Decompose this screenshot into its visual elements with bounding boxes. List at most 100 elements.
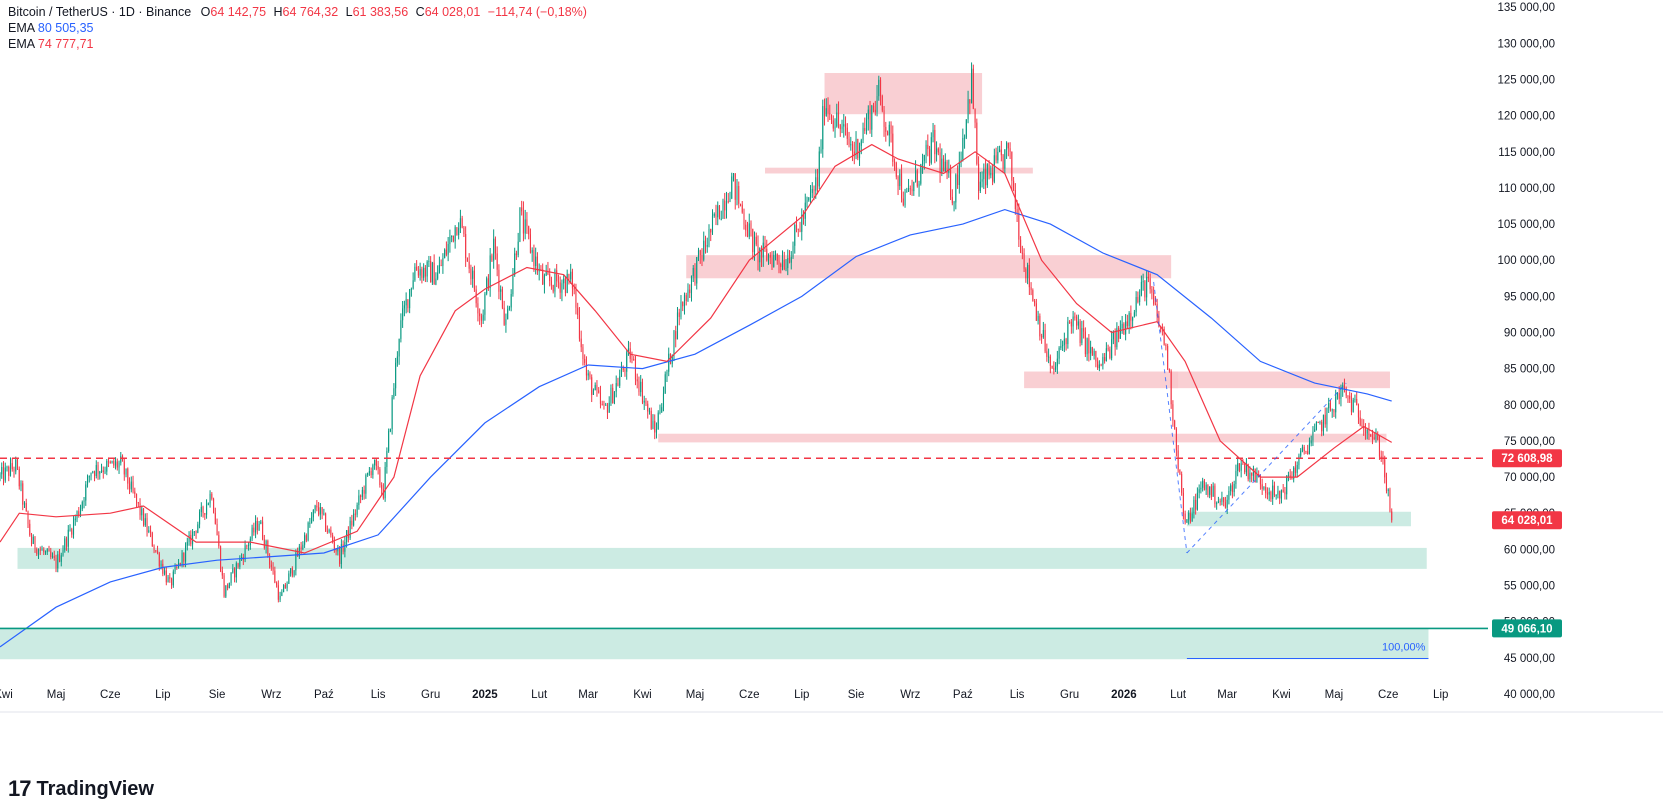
candle-body bbox=[148, 530, 150, 532]
candle-body bbox=[990, 172, 992, 176]
time-tick-label: Wrz bbox=[261, 689, 281, 701]
candle-body bbox=[745, 224, 747, 231]
candle-body bbox=[27, 511, 29, 524]
candle-body bbox=[1072, 316, 1074, 327]
ema-slow-row[interactable]: EMA 80 505,35 bbox=[8, 20, 587, 36]
candle-body bbox=[592, 390, 594, 395]
price-tick-label: 45 000,00 bbox=[1504, 653, 1555, 665]
time-axis[interactable]: Kwi Maj Cze Lip Sie Wrz Paź Lis Gru 2025 Lut Mar Kwi… bbox=[0, 689, 1663, 713]
candle-body bbox=[708, 229, 710, 246]
candle-body bbox=[718, 205, 721, 219]
candle-body bbox=[479, 313, 481, 317]
candle-body bbox=[1028, 264, 1030, 288]
candle-body bbox=[1161, 326, 1163, 330]
ema-slow-line bbox=[0, 208, 1392, 648]
candle-body bbox=[78, 511, 80, 515]
candle-body bbox=[165, 570, 167, 583]
candle-body bbox=[848, 138, 850, 145]
candle-body bbox=[843, 124, 845, 127]
candle-body bbox=[83, 500, 85, 503]
candle-body bbox=[871, 105, 873, 130]
candle-body bbox=[1156, 303, 1158, 317]
candle-body bbox=[1046, 351, 1048, 357]
candle-body bbox=[1020, 239, 1022, 253]
candle-body bbox=[64, 538, 66, 551]
candle-body bbox=[1189, 512, 1191, 522]
candle-body bbox=[120, 456, 122, 463]
candle-body bbox=[988, 164, 990, 176]
candle-body bbox=[563, 278, 565, 284]
candle-body bbox=[174, 566, 176, 572]
candle-body bbox=[0, 474, 1, 478]
candle-body bbox=[55, 557, 57, 569]
candle-body bbox=[713, 213, 715, 216]
candle-body bbox=[1163, 329, 1165, 345]
candles-layer bbox=[0, 62, 1393, 603]
candle-body bbox=[901, 173, 903, 199]
candle-body bbox=[589, 373, 591, 378]
candle-body bbox=[1378, 439, 1381, 457]
candle-body bbox=[1128, 313, 1130, 326]
tradingview-brand[interactable]: 17 TradingView bbox=[8, 776, 154, 802]
candle-body bbox=[69, 529, 71, 531]
candle-body bbox=[1261, 484, 1263, 489]
candle-body bbox=[326, 530, 328, 532]
candle-body bbox=[433, 262, 435, 285]
candle-body bbox=[575, 289, 577, 308]
candle-body bbox=[325, 513, 327, 531]
candle-body bbox=[1242, 463, 1244, 465]
candle-body bbox=[610, 387, 612, 403]
candle-body bbox=[185, 545, 187, 562]
candle-body bbox=[1188, 512, 1190, 520]
candle-body bbox=[715, 213, 717, 218]
price-tick-label: 110 000,00 bbox=[1498, 183, 1555, 195]
close-label: C bbox=[415, 5, 425, 19]
candle-body bbox=[809, 192, 812, 198]
candle-body bbox=[470, 268, 472, 279]
candle-body bbox=[395, 362, 397, 389]
resistance-zone bbox=[765, 167, 1033, 174]
candle-body bbox=[466, 258, 468, 262]
candle-body bbox=[557, 281, 559, 283]
candle-body bbox=[1245, 464, 1247, 473]
candle-body bbox=[493, 238, 495, 261]
candle-body bbox=[1329, 402, 1331, 411]
candle-body bbox=[312, 509, 314, 518]
candle-body bbox=[333, 541, 335, 549]
ema-fast-row[interactable]: EMA 74 777,71 bbox=[8, 36, 587, 52]
time-tick-label: Kwi bbox=[1272, 689, 1291, 701]
candle-body bbox=[659, 411, 661, 413]
candle-body bbox=[736, 186, 738, 200]
candle-body bbox=[1158, 316, 1160, 327]
time-tick-label: Maj bbox=[47, 689, 66, 701]
candle-body bbox=[167, 577, 169, 583]
candle-body bbox=[377, 465, 379, 470]
candle-body bbox=[88, 476, 90, 478]
candle-body bbox=[57, 554, 59, 569]
candle-body bbox=[1121, 323, 1123, 329]
candle-body bbox=[1354, 398, 1356, 400]
low-label: L bbox=[345, 5, 353, 19]
time-tick-label: Mar bbox=[578, 689, 598, 701]
candle-body bbox=[58, 554, 61, 562]
candle-body bbox=[734, 173, 736, 200]
candle-body bbox=[260, 521, 262, 524]
candle-body bbox=[953, 202, 955, 204]
candle-body bbox=[227, 585, 229, 589]
candle-body bbox=[412, 280, 414, 289]
candle-body bbox=[673, 331, 675, 356]
candle-body bbox=[146, 518, 148, 532]
candle-body bbox=[1317, 422, 1319, 424]
candle-body bbox=[1002, 155, 1004, 169]
candle-body bbox=[442, 257, 444, 266]
candle-body bbox=[1044, 329, 1046, 352]
price-tick-label: 80 000,00 bbox=[1504, 400, 1555, 412]
time-tick-label: Lip bbox=[1433, 689, 1448, 701]
candle-body bbox=[657, 412, 659, 430]
symbol-title[interactable]: Bitcoin / TetherUS · 1D · Binance bbox=[8, 5, 192, 19]
candle-body bbox=[160, 563, 162, 567]
candle-body bbox=[255, 520, 257, 533]
candle-body bbox=[437, 272, 439, 279]
